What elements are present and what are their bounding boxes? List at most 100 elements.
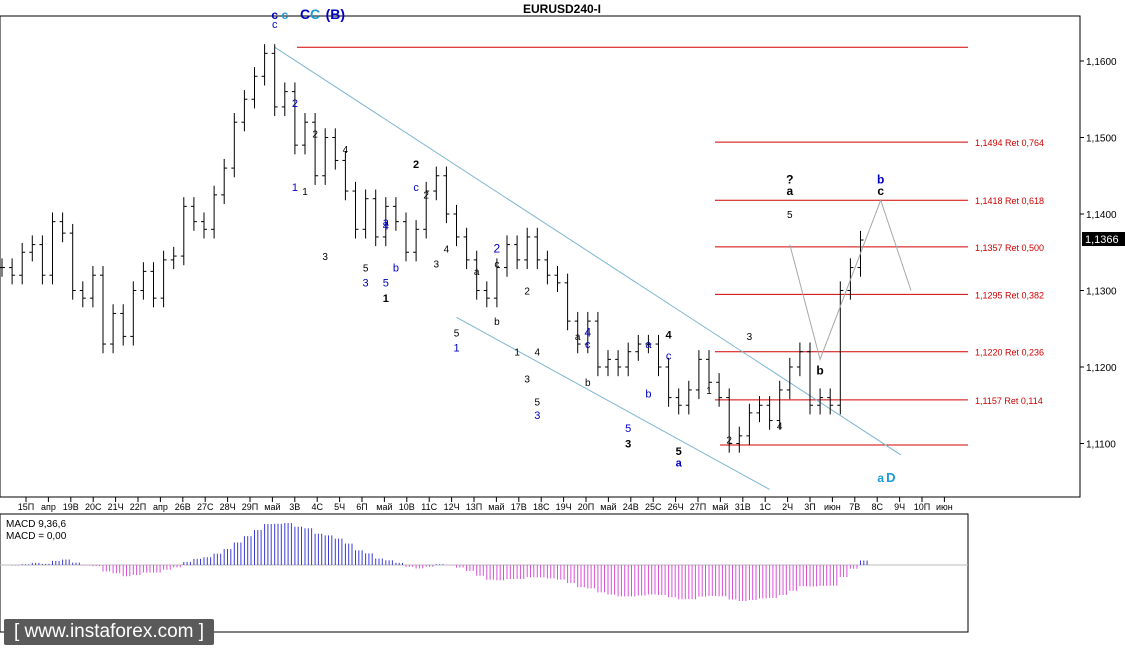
price-bar — [352, 181, 359, 239]
time-tick-label: 15П — [18, 502, 34, 512]
price-bar — [221, 158, 228, 205]
time-tick-label: 4С — [311, 502, 323, 512]
wave-label: 4 — [383, 220, 389, 232]
price-bar — [706, 350, 712, 392]
price-bar — [403, 212, 409, 262]
fib-level-label: 1,1494 Ret 0,764 — [975, 138, 1044, 148]
wave-label: c — [281, 8, 288, 22]
price-bar — [443, 166, 450, 224]
price-bar — [726, 388, 733, 453]
price-bar — [69, 223, 76, 300]
price-bar — [786, 357, 793, 400]
wave-label: D — [886, 470, 895, 485]
wave-label: c — [413, 182, 419, 194]
price-bar — [534, 227, 541, 270]
price-bar — [413, 220, 420, 262]
price-bar — [685, 380, 692, 415]
wave-label: a — [383, 216, 390, 228]
wave-label: a — [474, 267, 480, 278]
wave-label: c — [494, 260, 499, 271]
macd-label: MACD 9,36,6 — [6, 519, 66, 530]
price-bar — [837, 281, 844, 415]
price-bar — [827, 388, 834, 415]
price-bar — [645, 334, 652, 354]
price-bar — [493, 258, 500, 308]
price-bar — [756, 396, 763, 423]
time-tick-label: 19В — [63, 502, 79, 512]
price-bar — [392, 197, 399, 231]
price-tick-label: 1,1100 — [1086, 440, 1116, 451]
wave-label: 4 — [535, 348, 541, 359]
wave-label: (B) — [326, 6, 345, 22]
current-price-badge — [1082, 232, 1125, 246]
wave-label: 3 — [747, 332, 753, 343]
time-tick-label: 12Ч — [444, 502, 460, 512]
price-bar — [544, 250, 551, 285]
wave-label: 1 — [292, 182, 298, 194]
wave-label: 1 — [383, 293, 389, 305]
fib-level-label: 1,1295 Ret 0,382 — [975, 290, 1044, 300]
time-tick-label: 28Ч — [220, 502, 236, 512]
time-axis: 15П апр 19В 20С 21Ч 22П апр 26В 27С 28Ч 29П май 3В 4С… — [18, 497, 953, 512]
wave-label: 1 — [453, 343, 459, 355]
time-tick-label: май — [264, 502, 280, 512]
price-bar — [79, 281, 86, 308]
wave-label: c — [666, 350, 672, 362]
channel-line — [274, 46, 902, 456]
price-bar — [261, 44, 268, 86]
time-tick-label: апр — [41, 502, 56, 512]
wave-label: 1 — [302, 187, 308, 198]
wave-label: 3 — [434, 260, 440, 271]
price-bar — [140, 262, 147, 300]
price-bar — [453, 204, 460, 247]
wave-label: 2 — [524, 286, 530, 297]
price-bar — [49, 212, 56, 285]
wave-label: b — [645, 389, 651, 401]
price-bar — [675, 388, 682, 415]
wave-label: b — [494, 317, 500, 328]
time-tick-label: 19Ч — [556, 502, 572, 512]
time-tick-label: 9Ч — [894, 502, 905, 512]
price-bar — [514, 235, 521, 270]
price-bar — [382, 197, 389, 247]
price-bar — [312, 113, 319, 185]
wave-label: 2 — [494, 241, 501, 255]
wave-label: 5 — [363, 263, 369, 274]
fibonacci-levels: 1,1494 Ret 0,764 1,1418 Ret 0,618 1,1357 R… — [297, 46, 1044, 446]
wave-label: a — [786, 184, 793, 198]
forecast-path — [789, 198, 912, 361]
wave-label: 5 — [676, 446, 682, 458]
time-tick-label: май — [712, 502, 728, 512]
price-bar — [120, 304, 127, 346]
time-tick-label: 24В — [623, 502, 639, 512]
time-tick-label: 3В — [289, 502, 300, 512]
time-tick-label: 11С — [421, 502, 437, 512]
time-tick-label: 29П — [242, 502, 258, 512]
fib-level-label: 1,1157 Ret 0,114 — [975, 396, 1043, 406]
price-bar — [150, 262, 157, 308]
wave-label: ? — [786, 172, 793, 186]
channel-line — [456, 316, 770, 490]
forecast-line — [789, 198, 912, 361]
wave-label: C — [310, 6, 320, 22]
wave-label: 2 — [726, 436, 732, 447]
wave-label: 4 — [584, 325, 591, 339]
wave-label: 3 — [625, 438, 631, 450]
price-bar — [372, 189, 379, 247]
fib-level-label: 1,1220 Ret 0,236 — [975, 348, 1044, 358]
wave-label: 2 — [292, 98, 298, 110]
price-bar — [433, 166, 440, 201]
price-bar — [332, 128, 339, 170]
price-bar — [271, 44, 278, 117]
price-bar — [625, 342, 632, 377]
price-tick-label: 1,1600 — [1086, 57, 1117, 68]
time-tick-label: май — [600, 502, 616, 512]
time-tick-label: 26В — [175, 502, 191, 512]
price-bar — [291, 82, 298, 155]
price-bar — [19, 243, 26, 285]
price-bar — [39, 235, 46, 285]
price-bar — [776, 380, 783, 430]
time-tick-label: 20П — [578, 502, 594, 512]
price-bar — [110, 304, 117, 354]
wave-label: a — [676, 457, 683, 469]
